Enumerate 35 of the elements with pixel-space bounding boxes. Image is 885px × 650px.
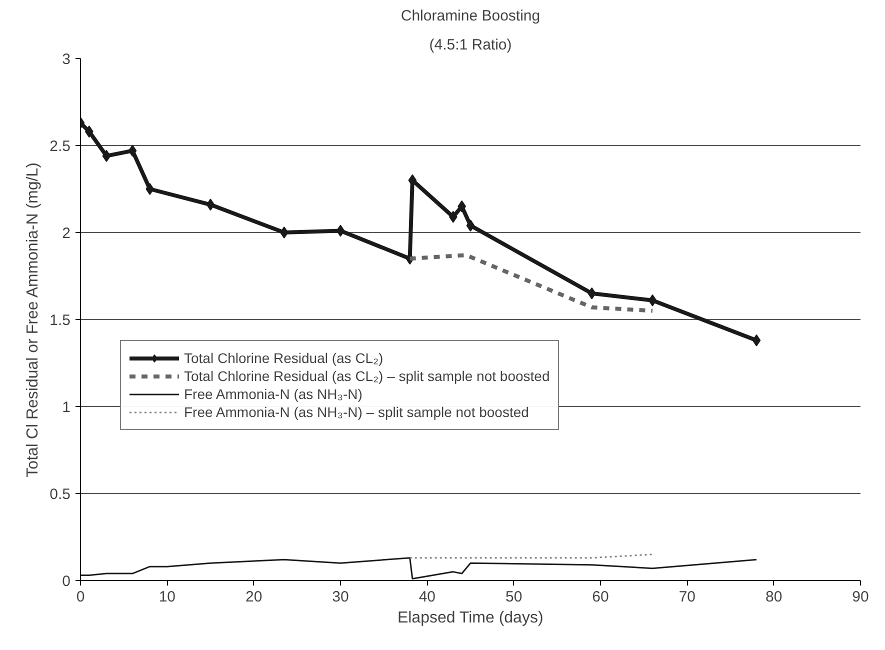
legend-label: Free Ammonia-N (as NH₃-N) xyxy=(184,385,362,403)
x-axis-title: Elapsed Time (days) xyxy=(397,610,544,626)
point xyxy=(128,144,137,157)
y-axis-title: Total Cl Residual or Free Ammonia-N (mg/L) xyxy=(24,162,42,478)
x-tick-label: 80 xyxy=(765,588,782,606)
point xyxy=(336,224,345,237)
x-tick-label: 90 xyxy=(852,588,869,606)
point xyxy=(466,220,475,232)
point xyxy=(752,334,761,346)
x-tick-label: 0 xyxy=(76,588,85,606)
chart-subtitle: (4.5:1 Ratio) xyxy=(429,36,512,54)
point xyxy=(206,198,215,211)
x-tick-label: 60 xyxy=(592,588,609,606)
y-tick-label: 1 xyxy=(62,399,70,416)
x-tick-label: 70 xyxy=(678,588,696,606)
y-tick-label: 0 xyxy=(62,573,70,590)
y-tick-label: 2 xyxy=(62,225,70,242)
point xyxy=(280,226,288,238)
y-tick-label: 1.5 xyxy=(50,312,71,329)
x-tick-label: 10 xyxy=(158,588,176,606)
point xyxy=(648,294,657,306)
chart-title: Chloramine Boosting xyxy=(400,8,540,24)
line-series xyxy=(80,557,758,580)
y-tick-label: 3 xyxy=(62,51,70,68)
x-tick-label: 40 xyxy=(418,588,436,606)
x-tick-label: 50 xyxy=(505,588,522,606)
x-tick-label: 20 xyxy=(245,588,262,606)
y-tick-label: 2.5 xyxy=(50,138,71,155)
point xyxy=(102,150,111,162)
y-tick-label: 0.5 xyxy=(50,486,71,503)
legend-label: Free Ammonia-N (as NH₃-N) – split sample not boosted xyxy=(184,403,529,421)
point xyxy=(146,183,154,195)
legend-label: Total Chlorine Residual (as CL₂) – split sample not boosted xyxy=(184,367,550,385)
legend-label: Total Chlorine Residual (as CL₂) xyxy=(184,349,384,367)
x-tick-label: 30 xyxy=(332,588,349,606)
